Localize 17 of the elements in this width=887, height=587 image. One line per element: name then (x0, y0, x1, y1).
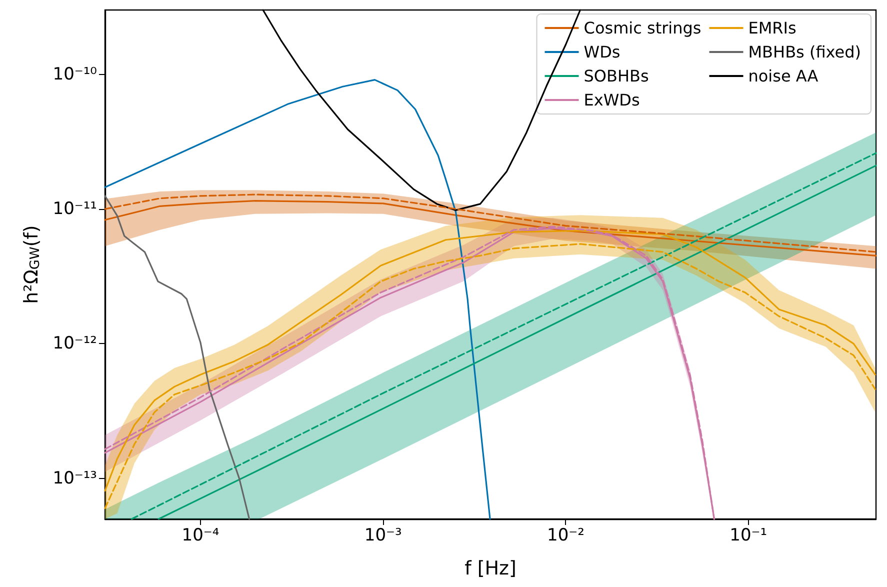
x-tick-label: 10⁻¹ (730, 526, 768, 546)
legend-label: Cosmic strings (584, 18, 702, 38)
y-tick-label: 10⁻¹⁰ (52, 64, 98, 84)
legend-label: WDs (584, 42, 620, 62)
y-tick-label: 10⁻¹³ (52, 468, 97, 488)
legend-label: EMRIs (748, 18, 796, 38)
y-tick-label: 10⁻¹¹ (52, 199, 97, 219)
x-axis-title: f [Hz] (464, 558, 516, 580)
legend-label: noise AA (748, 66, 818, 86)
y-tick-label: 10⁻¹² (52, 334, 97, 354)
x-tick-label: 10⁻³ (364, 526, 402, 546)
x-tick-label: 10⁻⁴ (182, 526, 220, 546)
y-axis-title: h²ΩGW(f) (20, 225, 43, 304)
legend-label: ExWDs (584, 90, 640, 110)
legend-label: SOBHBs (584, 66, 649, 86)
legend-label: MBHBs (fixed) (748, 42, 861, 62)
x-tick-label: 10⁻² (547, 526, 584, 546)
